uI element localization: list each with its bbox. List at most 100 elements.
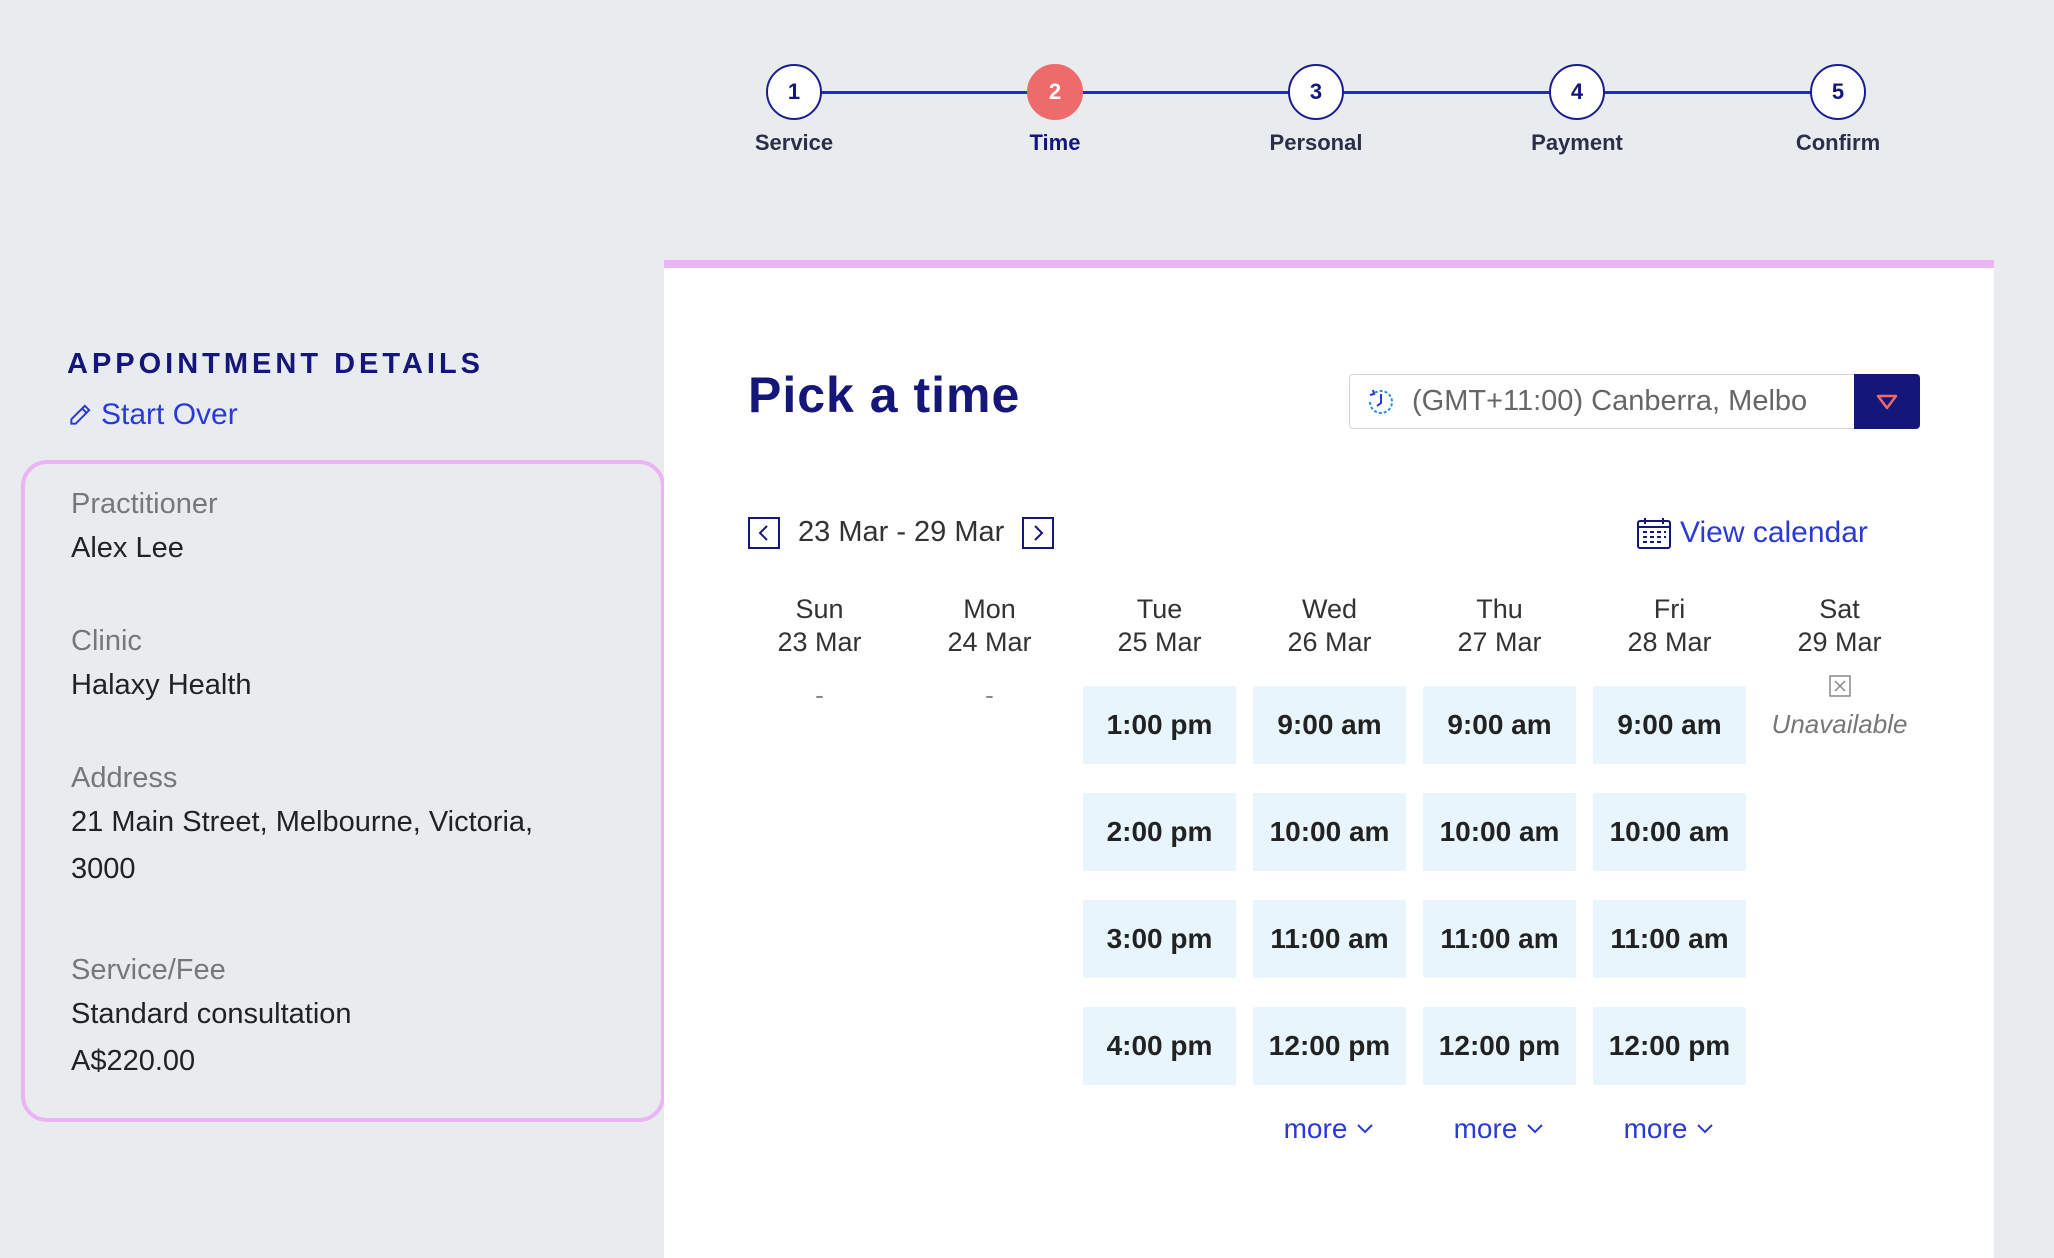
clock-icon: [1369, 389, 1393, 414]
time-slot[interactable]: 2:00 pm: [1083, 793, 1236, 871]
step-confirm[interactable]: 5 Confirm: [1758, 64, 1918, 156]
practitioner-value: Alex Lee: [71, 532, 184, 564]
step-service[interactable]: 1 Service: [714, 64, 874, 156]
service-value: Standard consultation: [71, 998, 352, 1030]
day-column-tue: Tue 25 Mar 1:00 pm 2:00 pm 3:00 pm 4:00 …: [1083, 594, 1236, 1085]
time-slot[interactable]: 9:00 am: [1593, 686, 1746, 764]
more-label: more: [1453, 1113, 1518, 1144]
view-calendar-link[interactable]: View calendar: [1636, 516, 1868, 550]
unavailable-indicator: Unavailable: [1763, 674, 1916, 740]
progress-stepper: 1 Service 2 Time 3 Personal 4 Payment 5 …: [700, 64, 1900, 174]
time-slot[interactable]: 11:00 am: [1593, 900, 1746, 978]
more-label: more: [1623, 1113, 1688, 1144]
appointment-details-heading: APPOINTMENT DETAILS: [67, 348, 485, 380]
step-number: 1: [766, 64, 822, 120]
day-column-sat: Sat 29 Mar Unavailable: [1763, 594, 1916, 740]
fee-value: A$220.00: [71, 1045, 196, 1077]
pick-time-card: Pick a time (GMT+11:00) Canberra, Melbo …: [664, 260, 1994, 1258]
clinic-value: Halaxy Health: [71, 669, 252, 701]
chevron-left-icon: [758, 524, 768, 541]
time-slot[interactable]: 12:00 pm: [1593, 1007, 1746, 1085]
time-slot[interactable]: 9:00 am: [1253, 686, 1406, 764]
more-times-button[interactable]: more: [1593, 1113, 1746, 1145]
day-date: 29 Mar: [1797, 627, 1882, 657]
time-slot[interactable]: 1:00 pm: [1083, 686, 1236, 764]
day-of-week: Thu: [1476, 594, 1523, 624]
day-date: 24 Mar: [947, 627, 1032, 657]
view-calendar-label: View calendar: [1680, 516, 1868, 549]
clinic-label: Clinic: [71, 625, 142, 657]
day-date: 23 Mar: [777, 627, 862, 657]
day-column-fri: Fri 28 Mar 9:00 am 10:00 am 11:00 am 12:…: [1593, 594, 1746, 1145]
step-number: 3: [1288, 64, 1344, 120]
no-slots-dash: -: [815, 680, 824, 710]
address-line-1: 21 Main Street, Melbourne, Victoria,: [71, 806, 534, 838]
day-date: 28 Mar: [1627, 627, 1712, 657]
day-date: 25 Mar: [1117, 627, 1202, 657]
calendar-icon: [1637, 518, 1671, 549]
day-of-week: Mon: [963, 594, 1016, 624]
day-column-thu: Thu 27 Mar 9:00 am 10:00 am 11:00 am 12:…: [1423, 594, 1576, 1145]
step-label: Service: [754, 130, 834, 155]
more-times-button[interactable]: more: [1423, 1113, 1576, 1145]
address-label: Address: [71, 762, 178, 794]
step-payment[interactable]: 4 Payment: [1497, 64, 1657, 156]
pencil-icon: [70, 404, 91, 425]
time-slot[interactable]: 11:00 am: [1423, 900, 1576, 978]
clinic-field: Clinic Halaxy Health: [71, 625, 252, 709]
day-of-week: Wed: [1301, 594, 1358, 624]
chevron-down-icon: [1697, 1124, 1714, 1134]
address-field: Address 21 Main Street, Melbourne, Victo…: [71, 762, 533, 893]
address-line-2: 3000: [71, 853, 136, 885]
time-slot[interactable]: 10:00 am: [1593, 793, 1746, 871]
day-of-week: Sat: [1819, 594, 1860, 624]
more-label: more: [1283, 1113, 1348, 1144]
day-of-week: Fri: [1653, 594, 1686, 624]
day-of-week: Tue: [1136, 594, 1183, 624]
more-times-button[interactable]: more: [1253, 1113, 1406, 1145]
step-label: Payment: [1531, 130, 1623, 155]
practitioner-label: Practitioner: [71, 488, 218, 520]
unavailable-x-icon: [1828, 675, 1851, 697]
time-slot[interactable]: 12:00 pm: [1423, 1007, 1576, 1085]
time-slot[interactable]: 10:00 am: [1423, 793, 1576, 871]
time-slot[interactable]: 11:00 am: [1253, 900, 1406, 978]
time-slot[interactable]: 4:00 pm: [1083, 1007, 1236, 1085]
step-personal[interactable]: 3 Personal: [1236, 64, 1396, 156]
step-time[interactable]: 2 Time: [975, 64, 1135, 156]
step-number: 5: [1810, 64, 1866, 120]
timezone-select[interactable]: (GMT+11:00) Canberra, Melbo: [1349, 374, 1874, 429]
no-slots-dash: -: [985, 680, 994, 710]
time-slot[interactable]: 12:00 pm: [1253, 1007, 1406, 1085]
step-number: 4: [1549, 64, 1605, 120]
time-slot[interactable]: 3:00 pm: [1083, 900, 1236, 978]
start-over-label: Start Over: [101, 398, 238, 431]
chevron-right-icon: [1034, 524, 1044, 541]
time-slot[interactable]: 10:00 am: [1253, 793, 1406, 871]
page-title: Pick a time: [748, 367, 1021, 423]
chevron-down-icon: [1527, 1124, 1544, 1134]
day-column-sun: Sun 23 Mar -: [743, 594, 896, 711]
appointment-details-box: Practitioner Alex Lee Clinic Halaxy Heal…: [21, 460, 665, 1122]
chevron-down-icon: [1357, 1124, 1374, 1134]
timezone-value: (GMT+11:00) Canberra, Melbo: [1412, 385, 1808, 417]
step-number: 2: [1027, 64, 1083, 120]
step-label: Confirm: [1795, 130, 1881, 155]
day-column-mon: Mon 24 Mar -: [913, 594, 1066, 711]
timezone-dropdown-button[interactable]: [1854, 374, 1920, 429]
caret-down-icon: [1876, 394, 1898, 409]
time-slot[interactable]: 9:00 am: [1423, 686, 1576, 764]
day-date: 26 Mar: [1287, 627, 1372, 657]
day-of-week: Sun: [795, 594, 844, 624]
day-column-wed: Wed 26 Mar 9:00 am 10:00 am 11:00 am 12:…: [1253, 594, 1406, 1145]
week-range: 23 Mar - 29 Mar: [798, 516, 1005, 548]
week-navigation: 23 Mar - 29 Mar: [748, 516, 1055, 549]
unavailable-label: Unavailable: [1771, 709, 1908, 739]
step-label: Personal: [1269, 130, 1363, 155]
next-week-button[interactable]: [1022, 516, 1055, 549]
step-label: Time: [1029, 130, 1081, 155]
previous-week-button[interactable]: [748, 516, 780, 549]
practitioner-field: Practitioner Alex Lee: [71, 488, 218, 572]
start-over-link[interactable]: Start Over: [67, 398, 238, 432]
service-field: Service/Fee Standard consultation A$220.…: [71, 954, 352, 1085]
